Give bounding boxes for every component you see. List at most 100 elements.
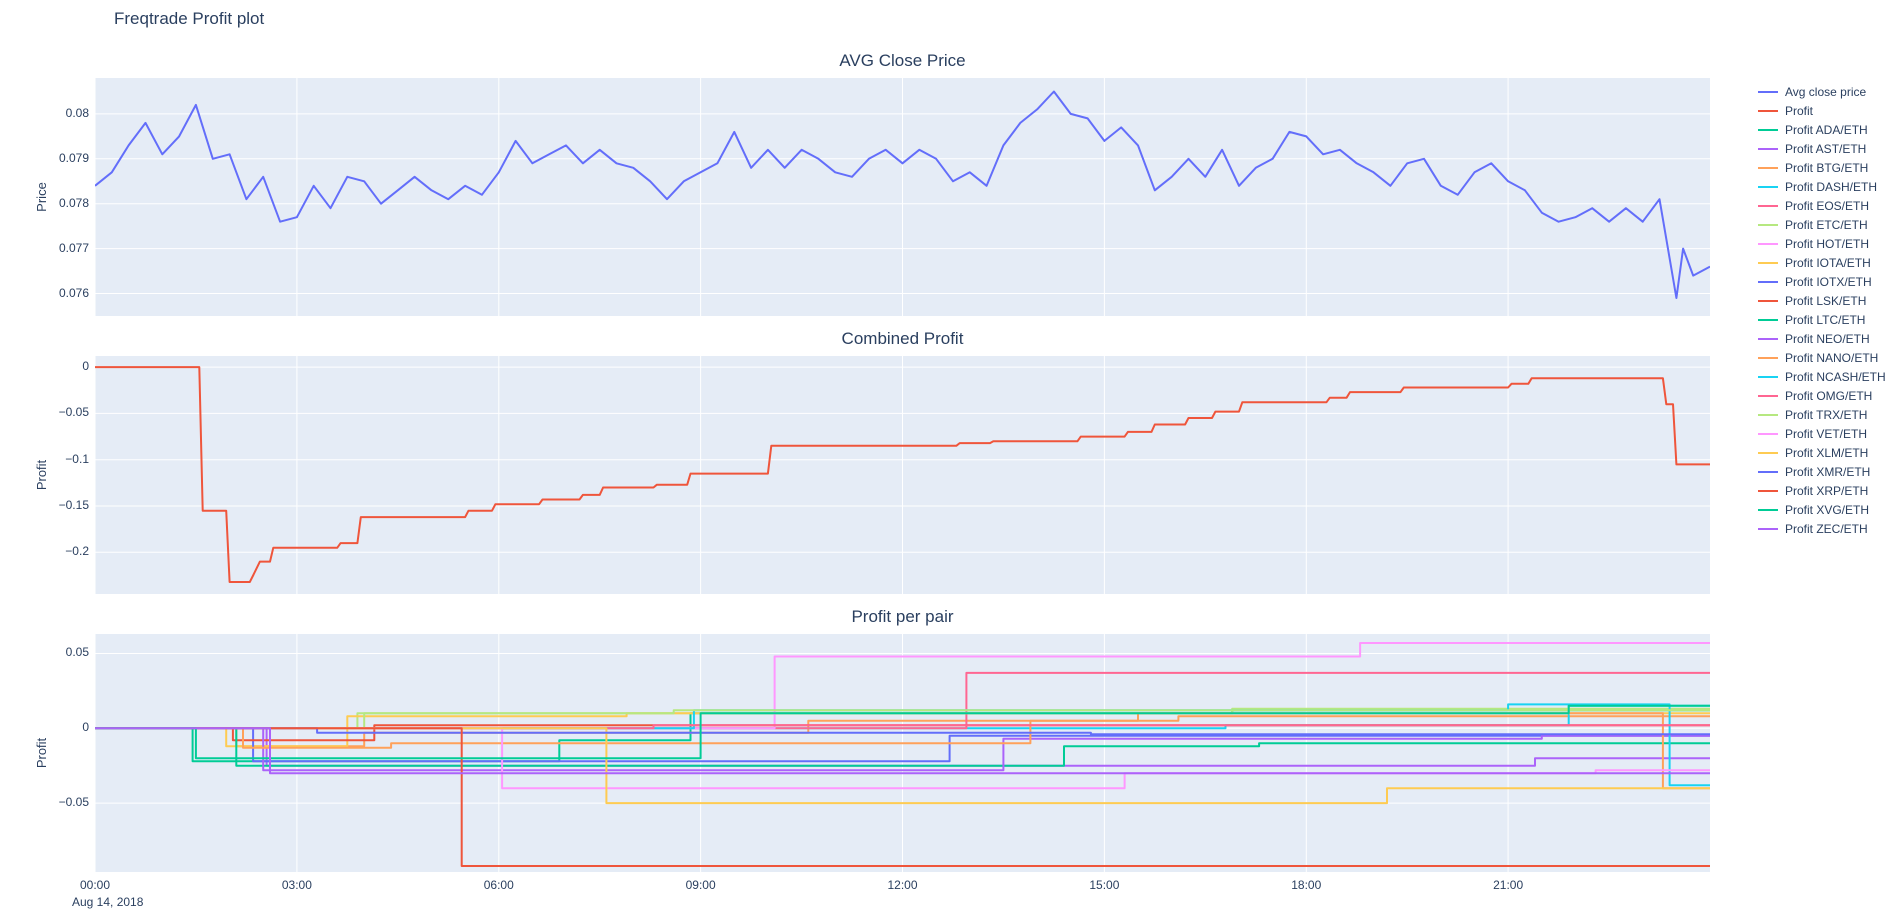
y-tick-label: 0.076 [58, 285, 89, 300]
series-profit-xrp-eth [95, 727, 1710, 867]
legend-line-swatch [1758, 356, 1778, 359]
y-tick-label: −0.05 [58, 405, 89, 420]
legend-line-swatch [1758, 451, 1778, 454]
y-tick-label: −0.15 [58, 498, 89, 513]
legend-line-swatch [1758, 337, 1778, 340]
legend-item-profit-ncash-eth[interactable]: Profit NCASH/ETH [1758, 369, 1886, 384]
y-tick-label: 0 [82, 359, 89, 374]
legend-item-profit[interactable]: Profit [1758, 103, 1886, 118]
legend-line-swatch [1758, 166, 1778, 169]
legend-label: Profit XVG/ETH [1785, 502, 1870, 517]
series-profit [95, 366, 1710, 583]
legend-item-avg-close-price[interactable]: Avg close price [1758, 84, 1886, 99]
y-tick-label: 0 [82, 720, 89, 735]
legend-line-swatch [1758, 242, 1778, 245]
x-tick-label: 18:00 [1291, 878, 1322, 892]
y-tick-label: 0.05 [65, 645, 89, 660]
legend-line-swatch [1758, 318, 1778, 321]
legend-line-swatch [1758, 489, 1778, 492]
legend-item-profit-btg-eth[interactable]: Profit BTG/ETH [1758, 160, 1886, 175]
y-tick-label: 0.08 [65, 105, 89, 120]
legend-item-profit-ltc-eth[interactable]: Profit LTC/ETH [1758, 312, 1886, 327]
legend-label: Profit HOT/ETH [1785, 236, 1870, 251]
legend-line-swatch [1758, 223, 1778, 226]
subplot-title-combined-profit: Combined Profit [841, 329, 964, 348]
y-tick-label: 0.078 [58, 195, 89, 210]
legend-label: Profit OMG/ETH [1785, 388, 1873, 403]
legend-item-profit-eos-eth[interactable]: Profit EOS/ETH [1758, 198, 1886, 213]
legend-label: Profit ETC/ETH [1785, 217, 1868, 232]
x-tick-label: 15:00 [1089, 878, 1120, 892]
legend-item-profit-omg-eth[interactable]: Profit OMG/ETH [1758, 388, 1886, 403]
plot-area-avg-close-price[interactable] [95, 78, 1710, 316]
series-profit-neo-eth [95, 727, 1710, 772]
legend-item-profit-hot-eth[interactable]: Profit HOT/ETH [1758, 236, 1886, 251]
subplot-title-profit-per-pair: Profit per pair [851, 607, 954, 626]
y-tick-label: −0.1 [65, 451, 89, 466]
legend-line-swatch [1758, 375, 1778, 378]
legend-label: Profit IOTX/ETH [1785, 274, 1872, 289]
legend-item-profit-ast-eth[interactable]: Profit AST/ETH [1758, 141, 1886, 156]
legend-item-profit-iota-eth[interactable]: Profit IOTA/ETH [1758, 255, 1886, 270]
legend-label: Profit TRX/ETH [1785, 407, 1868, 422]
legend-line-swatch [1758, 470, 1778, 473]
legend-item-profit-ada-eth[interactable]: Profit ADA/ETH [1758, 122, 1886, 137]
legend-line-swatch [1758, 147, 1778, 150]
y-tick-label: 0.077 [58, 240, 89, 255]
legend-label: Profit BTG/ETH [1785, 160, 1869, 175]
plot-area-combined-profit[interactable] [95, 356, 1710, 594]
x-tick-label: 06:00 [483, 878, 514, 892]
legend-label: Profit LTC/ETH [1785, 312, 1866, 327]
series-profit-vet-eth [95, 727, 1710, 790]
x-axis-date-label: Aug 14, 2018 [72, 895, 144, 909]
legend-line-swatch [1758, 204, 1778, 207]
legend-item-profit-xlm-eth[interactable]: Profit XLM/ETH [1758, 445, 1886, 460]
legend-item-profit-iotx-eth[interactable]: Profit IOTX/ETH [1758, 274, 1886, 289]
legend-label: Profit DASH/ETH [1785, 179, 1878, 194]
legend-item-profit-xrp-eth[interactable]: Profit XRP/ETH [1758, 483, 1886, 498]
series-profit-ltc-eth [95, 727, 1710, 767]
y-axis-title-profit-3: Profit [34, 737, 49, 769]
legend-item-profit-xvg-eth[interactable]: Profit XVG/ETH [1758, 502, 1886, 517]
y-tick-label: −0.05 [58, 795, 89, 810]
legend-label: Profit NANO/ETH [1785, 350, 1879, 365]
series-avg-close-price [95, 90, 1710, 299]
legend-item-profit-neo-eth[interactable]: Profit NEO/ETH [1758, 331, 1886, 346]
legend-item-profit-lsk-eth[interactable]: Profit LSK/ETH [1758, 293, 1886, 308]
legend-line-swatch [1758, 90, 1778, 93]
legend-line-swatch [1758, 261, 1778, 264]
legend-line-swatch [1758, 185, 1778, 188]
legend-label: Avg close price [1785, 84, 1867, 99]
legend-item-profit-nano-eth[interactable]: Profit NANO/ETH [1758, 350, 1886, 365]
legend-label: Profit NEO/ETH [1785, 331, 1870, 346]
subplot-title-avg-close-price: AVG Close Price [839, 51, 966, 70]
legend-label: Profit XRP/ETH [1785, 483, 1869, 498]
legend-line-swatch [1758, 280, 1778, 283]
legend-item-profit-vet-eth[interactable]: Profit VET/ETH [1758, 426, 1886, 441]
legend-label: Profit [1785, 103, 1814, 118]
legend: Avg close price Profit Profit ADA/ETH Profi… [1758, 84, 1886, 536]
series-profit-zec-eth [95, 727, 1710, 775]
page-title: Freqtrade Profit plot [114, 9, 265, 28]
x-tick-label: 12:00 [887, 878, 918, 892]
legend-label: Profit IOTA/ETH [1785, 255, 1871, 270]
legend-label: Profit ZEC/ETH [1785, 521, 1868, 536]
legend-label: Profit EOS/ETH [1785, 198, 1870, 213]
legend-label: Profit ADA/ETH [1785, 122, 1868, 137]
plot-area-profit-per-pair[interactable] [95, 634, 1710, 872]
x-tick-label: 09:00 [685, 878, 716, 892]
legend-item-profit-dash-eth[interactable]: Profit DASH/ETH [1758, 179, 1886, 194]
legend-line-swatch [1758, 299, 1778, 302]
legend-line-swatch [1758, 109, 1778, 112]
legend-item-profit-etc-eth[interactable]: Profit ETC/ETH [1758, 217, 1886, 232]
series-profit-xvg-eth [95, 704, 1710, 760]
y-tick-label: −0.2 [65, 544, 89, 559]
legend-item-profit-zec-eth[interactable]: Profit ZEC/ETH [1758, 521, 1886, 536]
legend-item-profit-xmr-eth[interactable]: Profit XMR/ETH [1758, 464, 1886, 479]
x-tick-label: 00:00 [79, 878, 111, 892]
legend-item-profit-trx-eth[interactable]: Profit TRX/ETH [1758, 407, 1886, 422]
legend-label: Profit XMR/ETH [1785, 464, 1871, 479]
legend-label: Profit LSK/ETH [1785, 293, 1867, 308]
legend-line-swatch [1758, 527, 1778, 530]
